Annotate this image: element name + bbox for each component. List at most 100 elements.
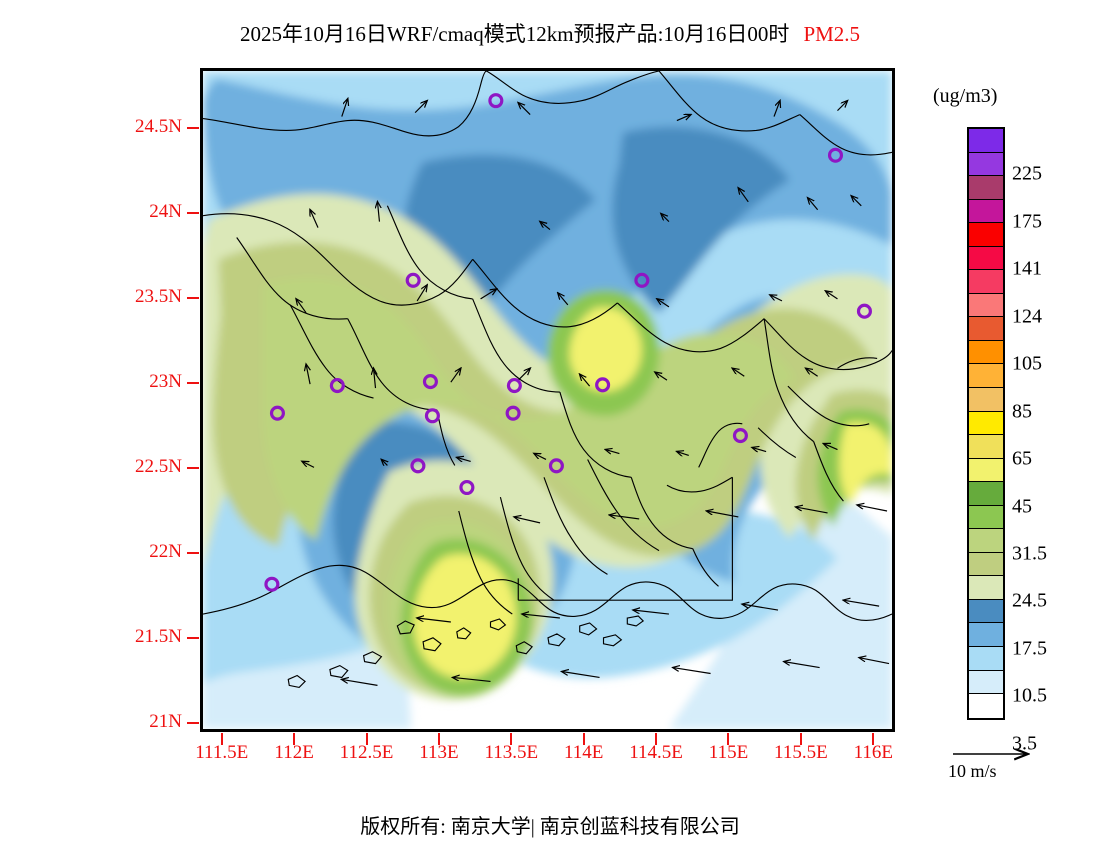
wind-vectors — [296, 99, 890, 686]
station-marker-icon[interactable] — [488, 93, 504, 109]
y-tick-label: 21N — [149, 711, 182, 733]
colorbar-cell[interactable] — [969, 552, 1003, 577]
forecast-map[interactable] — [200, 68, 895, 732]
colorbar-tick-label: 45 — [1012, 495, 1032, 518]
colorbar-tick-label: 65 — [1012, 447, 1032, 470]
colorbar-cell[interactable] — [969, 599, 1003, 624]
colorbar-cell[interactable] — [969, 529, 1003, 553]
map-canvas — [203, 71, 892, 729]
colorbar-units: (ug/m3) — [933, 85, 998, 107]
y-tick-label: 24.5N — [135, 115, 182, 137]
station-marker-icon[interactable] — [410, 458, 426, 474]
station-marker-icon[interactable] — [548, 458, 564, 474]
x-tick-label: 114.5E — [629, 742, 683, 763]
x-tick-label: 113E — [419, 742, 459, 763]
title-text: 2025年10月16日WRF/cmaq模式12km预报产品:10月16日00时 — [239, 22, 790, 46]
colorbar-tick-label: 141 — [1012, 257, 1042, 280]
colorbar-cell[interactable] — [969, 152, 1003, 177]
colorbar-tick-label: 225 — [1012, 162, 1042, 185]
colorbar-cell[interactable] — [969, 317, 1003, 341]
station-marker-icon[interactable] — [424, 408, 440, 424]
x-tick-mark — [655, 733, 658, 745]
x-tick-mark — [872, 733, 875, 745]
station-marker-icon[interactable] — [422, 374, 438, 390]
colorbar-cell[interactable] — [969, 411, 1003, 436]
y-tick-label: 21.5N — [135, 626, 182, 648]
x-tick-label: 111.5E — [195, 742, 249, 763]
colorbar-cell[interactable] — [969, 670, 1003, 695]
x-tick-label: 112.5E — [339, 742, 394, 763]
station-marker-icon[interactable] — [264, 576, 280, 592]
station-marker-icon[interactable] — [856, 303, 872, 319]
title-species: PM2.5 — [803, 22, 861, 46]
colorbar-cell[interactable] — [969, 435, 1003, 459]
colorbar-cell[interactable] — [969, 623, 1003, 648]
x-tick-label: 116E — [853, 742, 893, 763]
station-marker-icon[interactable] — [827, 147, 844, 163]
colorbar-cell[interactable] — [969, 458, 1003, 483]
colorbar-tick-label: 31.5 — [1012, 542, 1047, 565]
colorbar-tick-label: 17.5 — [1012, 637, 1047, 660]
colorbar-cell[interactable] — [969, 364, 1003, 389]
colorbar-tick-label: 124 — [1012, 305, 1042, 328]
copyright-footer: 版权所有: 南京大学| 南京创蓝科技有限公司 — [360, 816, 740, 838]
y-tick-mark — [187, 126, 199, 129]
y-tick-label: 24N — [149, 200, 182, 222]
colorbar[interactable] — [967, 127, 1005, 720]
contour-bands — [203, 71, 892, 729]
colorbar-cell[interactable] — [969, 576, 1003, 600]
colorbar-cell[interactable] — [969, 647, 1003, 671]
colorbar-cell[interactable] — [969, 482, 1003, 506]
colorbar-cell[interactable] — [969, 293, 1003, 318]
colorbar-tick-label: 105 — [1012, 352, 1042, 375]
colorbar-cell[interactable] — [969, 388, 1003, 412]
colorbar-tick-label: 24.5 — [1012, 589, 1047, 612]
station-marker-icon[interactable] — [732, 428, 748, 444]
station-markers[interactable] — [264, 93, 872, 592]
station-marker-icon[interactable] — [506, 378, 522, 394]
station-marker-icon[interactable] — [405, 272, 421, 288]
y-tick-label: 23.5N — [135, 285, 182, 307]
colorbar-cell[interactable] — [969, 505, 1003, 530]
y-tick-mark — [187, 211, 199, 214]
y-tick-mark — [187, 637, 199, 640]
boundary-lines — [203, 71, 892, 688]
colorbar-cell[interactable] — [969, 270, 1003, 294]
wind-scale-key — [953, 738, 1085, 793]
x-tick-mark — [293, 733, 296, 745]
x-tick-label: 113.5E — [484, 742, 539, 763]
y-tick-label: 23N — [149, 370, 182, 392]
station-marker-icon[interactable] — [329, 378, 345, 394]
y-tick-label: 22N — [149, 541, 182, 563]
colorbar-cell[interactable] — [969, 340, 1003, 365]
colorbar-cell[interactable] — [969, 176, 1003, 200]
x-tick-mark — [727, 733, 730, 745]
x-tick-mark — [582, 733, 585, 745]
y-tick-mark — [187, 296, 199, 299]
colorbar-cell[interactable] — [969, 223, 1003, 247]
colorbar-cell[interactable] — [969, 246, 1003, 271]
y-tick-label: 22.5N — [135, 456, 182, 478]
x-tick-mark — [365, 733, 368, 745]
x-tick-mark — [799, 733, 802, 745]
y-tick-mark — [187, 552, 199, 555]
station-marker-icon[interactable] — [634, 272, 650, 288]
x-tick-label: 114E — [563, 742, 604, 763]
colorbar-tick-label: 10.5 — [1012, 684, 1047, 707]
y-tick-mark — [187, 381, 199, 384]
station-marker-icon[interactable] — [269, 405, 285, 421]
colorbar-tick-label: 175 — [1012, 210, 1042, 233]
x-tick-mark — [220, 733, 223, 745]
colorbar-cell[interactable] — [969, 199, 1003, 224]
x-tick-label: 115.5E — [774, 742, 828, 763]
colorbar-cell[interactable] — [969, 129, 1003, 153]
y-tick-mark — [187, 467, 199, 470]
colorbar-tick-label: 85 — [1012, 400, 1032, 423]
station-marker-icon[interactable] — [595, 377, 611, 393]
x-tick-mark — [437, 733, 440, 745]
wind-scale-label: 10 m/s — [948, 761, 997, 781]
colorbar-cell[interactable] — [969, 694, 1003, 718]
station-marker-icon[interactable] — [505, 405, 521, 421]
x-tick-label: 115E — [708, 742, 749, 763]
station-marker-icon[interactable] — [459, 479, 475, 496]
